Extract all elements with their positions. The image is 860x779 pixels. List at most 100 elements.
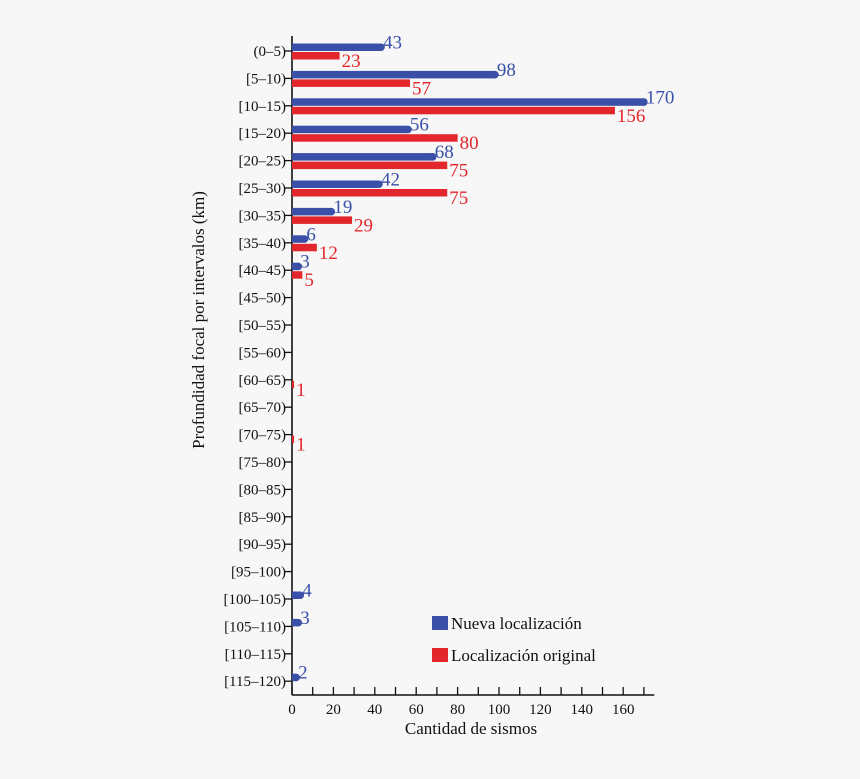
bars — [292, 43, 648, 682]
bar-value-label: 4 — [302, 581, 312, 602]
bar-value-label: 23 — [342, 51, 361, 72]
y-category-label: [75–80) — [239, 455, 287, 471]
bar-value-label: 2 — [298, 663, 308, 684]
y-category-label: [20–25) — [239, 154, 287, 170]
y-category-label: [80–85) — [239, 482, 287, 498]
bar-value-label: 29 — [354, 215, 373, 236]
bar-end-cap — [292, 673, 300, 682]
x-tick-label: 140 — [571, 702, 594, 718]
bar-end-cap — [294, 618, 303, 627]
bar-value-label: 3 — [300, 252, 310, 273]
bar-end-cap — [300, 235, 309, 243]
bar-localizacion-original — [292, 271, 303, 279]
y-category-label: [10–15) — [239, 99, 287, 115]
y-category-label: [100–105) — [224, 592, 287, 608]
bar-localizacion-original — [292, 52, 340, 60]
y-category-label: [30–35) — [239, 208, 287, 224]
bar-value-label: 12 — [319, 243, 338, 264]
bar-end-cap — [428, 153, 437, 161]
legend-label: Nueva localización — [451, 614, 582, 633]
legend-swatch — [432, 648, 448, 662]
bar-nueva-localizacion — [292, 43, 382, 51]
bar-value-label: 68 — [435, 142, 454, 163]
y-category-label: [105–110) — [224, 619, 286, 635]
x-tick-label: 40 — [367, 702, 382, 718]
y-category-label: [85–90) — [239, 510, 287, 526]
x-tick-label: 120 — [529, 702, 552, 718]
bar-value-label: 80 — [460, 133, 479, 154]
bar-end-cap — [640, 98, 648, 106]
bar-nueva-localizacion — [292, 207, 332, 216]
bar-localizacion-original — [292, 216, 353, 224]
bar-value-label: 1 — [296, 435, 306, 456]
bar-value-label: 19 — [333, 197, 352, 218]
y-axis-title: Profundidad focal por intervalos (km) — [189, 191, 208, 449]
x-tick-label: 0 — [288, 702, 296, 718]
bar-localizacion-original — [292, 435, 295, 444]
bar-value-label: 56 — [410, 115, 429, 136]
y-category-label: [90–95) — [239, 537, 287, 553]
y-category-label: [5–10) — [246, 71, 286, 87]
bar-value-label: 98 — [497, 60, 516, 81]
bar-value-label: 6 — [306, 224, 316, 245]
bar-end-cap — [404, 125, 412, 134]
x-tick-label: 60 — [409, 702, 424, 718]
legend-swatch — [432, 616, 448, 630]
legend: Nueva localización Localización original — [432, 614, 596, 665]
y-category-label: [45–50) — [239, 291, 287, 307]
y-category-label: [55–60) — [239, 345, 287, 361]
y-category-label: (0–5) — [254, 44, 287, 60]
legend-label: Localización original — [451, 646, 596, 665]
y-category-label: [50–55) — [239, 318, 287, 334]
bar-value-label: 42 — [381, 170, 400, 191]
bar-value-label: 43 — [383, 33, 402, 54]
x-tick-label: 80 — [450, 702, 465, 718]
x-axis-title: Cantidad de sismos — [405, 719, 537, 738]
y-category-label: [115–120) — [224, 674, 286, 690]
bar-end-cap — [491, 70, 499, 79]
bar-end-cap — [377, 43, 385, 52]
bar-value-label: 75 — [449, 161, 468, 182]
y-category-label: [65–70) — [239, 400, 287, 416]
bar-end-cap — [294, 262, 303, 271]
bar-nueva-localizacion — [292, 70, 495, 79]
bar-nueva-localizacion — [292, 125, 408, 134]
bar-localizacion-original — [292, 243, 317, 252]
bar-value-label: 156 — [617, 106, 646, 127]
y-category-label: [25–30) — [239, 181, 287, 197]
y-category-label: [40–45) — [239, 263, 287, 279]
bar-end-cap — [327, 207, 336, 216]
y-category-label: [110–115) — [225, 647, 286, 663]
bar-localizacion-original — [292, 380, 295, 389]
bar-value-label: 5 — [304, 270, 314, 291]
x-tick-label: 160 — [612, 702, 635, 718]
y-category-label: [95–100) — [231, 565, 286, 581]
x-tick-label: 20 — [326, 702, 341, 718]
y-category-label: [35–40) — [239, 236, 287, 252]
bar-localizacion-original — [292, 189, 448, 197]
bar-end-cap — [296, 591, 305, 600]
bar-localizacion-original — [292, 134, 458, 142]
bar-nueva-localizacion — [292, 591, 301, 599]
y-category-label: [70–75) — [239, 428, 287, 444]
bar-localizacion-original — [292, 161, 448, 170]
bar-value-label: 1 — [296, 380, 306, 401]
bar-end-cap — [375, 180, 383, 189]
y-category-label: [60–65) — [239, 373, 287, 389]
bar-value-label: 75 — [449, 188, 468, 209]
bar-localizacion-original — [292, 106, 615, 115]
y-category-label: [15–20) — [239, 126, 287, 142]
bar-nueva-localizacion — [292, 153, 433, 161]
bar-nueva-localizacion — [292, 98, 644, 106]
x-tick-label: 100 — [488, 702, 511, 718]
bar-nueva-localizacion — [292, 180, 379, 188]
bar-value-label: 3 — [300, 608, 310, 629]
bar-value-label: 57 — [412, 78, 431, 99]
bar-value-label: 170 — [646, 87, 675, 108]
bar-localizacion-original — [292, 79, 410, 87]
bar-nueva-localizacion — [292, 235, 305, 243]
axes: 0 20 40 60 80 100 120 140 160 (0–5) [5–10) [10–15) [… — [224, 36, 655, 718]
